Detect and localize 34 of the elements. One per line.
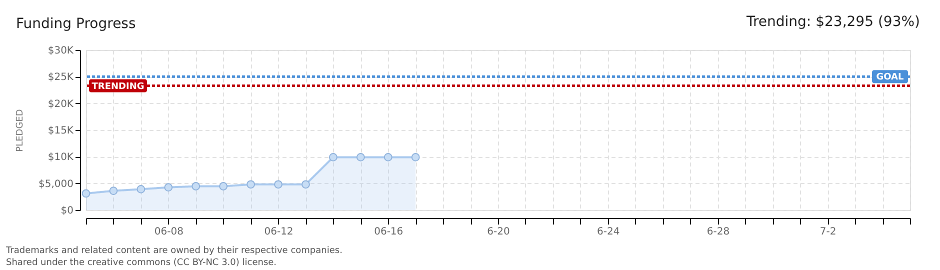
ref-line-label: GOAL xyxy=(876,72,904,83)
y-axis-title: PLEDGED xyxy=(16,109,26,152)
point xyxy=(246,180,256,189)
x-tick-label: 6-28 xyxy=(706,226,730,238)
x-tick-label: 06-16 xyxy=(374,226,404,238)
point xyxy=(219,182,228,190)
x-tick-label: 06-08 xyxy=(154,226,184,238)
y-tick-label: $20K xyxy=(48,98,74,110)
chart-title: Funding Progress xyxy=(16,16,136,32)
x-tick-label: 6-24 xyxy=(597,226,620,238)
x-tick-label: 06-12 xyxy=(264,226,294,238)
y-tick-label: $0 xyxy=(60,206,74,216)
text: Shared under the creative commons (CC BY-NC 3.0) license. xyxy=(6,258,277,268)
point xyxy=(109,186,118,195)
ref-line-label: TRENDING xyxy=(92,82,144,92)
point xyxy=(302,180,310,189)
x-tick-label: 6-20 xyxy=(487,226,510,238)
y-tick-label: $25K xyxy=(48,72,74,84)
point xyxy=(164,183,173,192)
point xyxy=(192,182,200,190)
point xyxy=(384,153,392,162)
x-tick-label: 7-2 xyxy=(820,226,836,238)
point xyxy=(328,153,338,162)
y-tick-label: $15K xyxy=(48,126,74,136)
point xyxy=(274,180,282,189)
text: Trending: $23,295 (93%) xyxy=(745,14,920,30)
point xyxy=(356,153,365,162)
point xyxy=(136,185,146,194)
y-tick-label: $10K xyxy=(48,152,74,164)
y-tick-label: $30K xyxy=(48,46,74,56)
text: Trademarks and related content are owned by their respective companies. xyxy=(5,246,342,256)
point xyxy=(411,153,420,162)
point xyxy=(82,189,90,198)
y-tick-label: $5,000 xyxy=(38,178,74,190)
